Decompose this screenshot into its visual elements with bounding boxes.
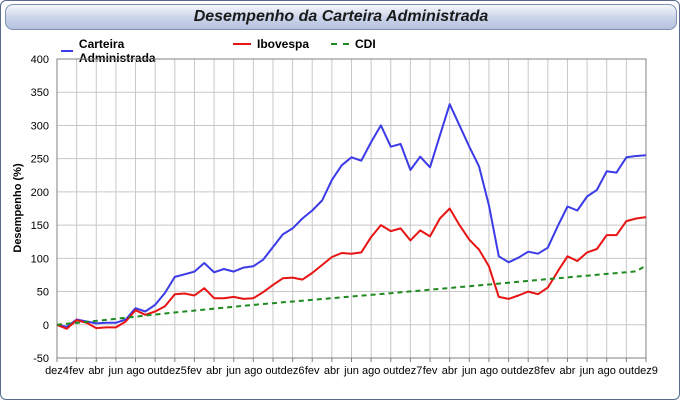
x-tick-label: abr: [442, 365, 458, 377]
x-tick-label: fev: [187, 365, 202, 377]
x-tick-label: out: [148, 365, 163, 377]
legend-item-ibovespa: Ibovespa: [233, 37, 309, 51]
x-tick-label: abr: [88, 365, 104, 377]
y-tick-label: 200: [31, 187, 49, 199]
x-tick-label: abr: [206, 365, 222, 377]
series-line-carteira-administrada: [56, 103, 647, 328]
x-tick-label: fev: [305, 365, 320, 377]
x-tick-label: dez4: [45, 365, 69, 377]
chart-title: Desempenho da Carteira Administrada: [193, 8, 489, 25]
legend-swatch-ibovespa: [233, 43, 251, 45]
legend-swatch-carteira: [61, 50, 73, 52]
y-axis-label: Desempenho (%): [12, 163, 24, 253]
y-axis: -50 0 50 100 150 200 250 300 350 400: [31, 54, 49, 365]
y-tick-label: 400: [31, 54, 49, 66]
y-tick-label: 300: [31, 120, 49, 132]
grid: [56, 58, 647, 359]
legend-label-carteira: Carteira Administrada: [78, 37, 156, 65]
x-tick-label: dez8: [516, 365, 540, 377]
x-tick-label: jun: [579, 365, 595, 377]
y-tick-label: 100: [31, 253, 49, 265]
legend-swatch-cdi: [331, 43, 349, 45]
legend-label-ibovespa: Ibovespa: [257, 37, 310, 51]
y-tick-label: -50: [33, 353, 49, 365]
x-tick-label: dez9: [634, 365, 658, 377]
x-tick-label: ago: [126, 365, 144, 377]
x-tick-label: dez5: [163, 365, 187, 377]
x-tick-label: abr: [324, 365, 340, 377]
x-tick-label: fev: [540, 365, 555, 377]
x-tick-label: jun: [343, 365, 359, 377]
legend-item-cdi: CDI: [331, 37, 376, 51]
x-tick-label: out: [619, 365, 634, 377]
series-group: [56, 103, 647, 330]
x-tick-label: ago: [244, 365, 262, 377]
x-tick-label: jun: [461, 365, 477, 377]
series-line-ibovespa: [56, 207, 647, 330]
y-tick-label: 0: [43, 320, 49, 332]
x-tick-label: out: [265, 365, 280, 377]
x-tick-label: out: [383, 365, 398, 377]
y-tick-label: 250: [31, 154, 49, 166]
title-bar: Desempenho da Carteira Administrada: [5, 4, 677, 30]
legend-item-carteira: Carteira Administrada: [61, 37, 162, 65]
x-tick-label: fev: [69, 365, 84, 377]
x-tick-label: ago: [480, 365, 498, 377]
x-tick-label: jun: [108, 365, 124, 377]
x-tick-label: ago: [362, 365, 380, 377]
x-tick-label: abr: [560, 365, 576, 377]
y-tick-label: 50: [37, 287, 49, 299]
x-tick-label: dez6: [281, 365, 305, 377]
x-tick-label: fev: [423, 365, 438, 377]
y-tick-label: 150: [31, 220, 49, 232]
x-tick-label: ago: [598, 365, 616, 377]
x-tick-label: dez7: [398, 365, 422, 377]
x-tick-label: jun: [225, 365, 241, 377]
x-axis: dez4 fev abr jun ago out dez5 fev abr jun ago out de…: [45, 358, 658, 377]
y-tick-label: 350: [31, 87, 49, 99]
legend-label-cdi: CDI: [355, 37, 376, 51]
x-tick-label: out: [501, 365, 516, 377]
